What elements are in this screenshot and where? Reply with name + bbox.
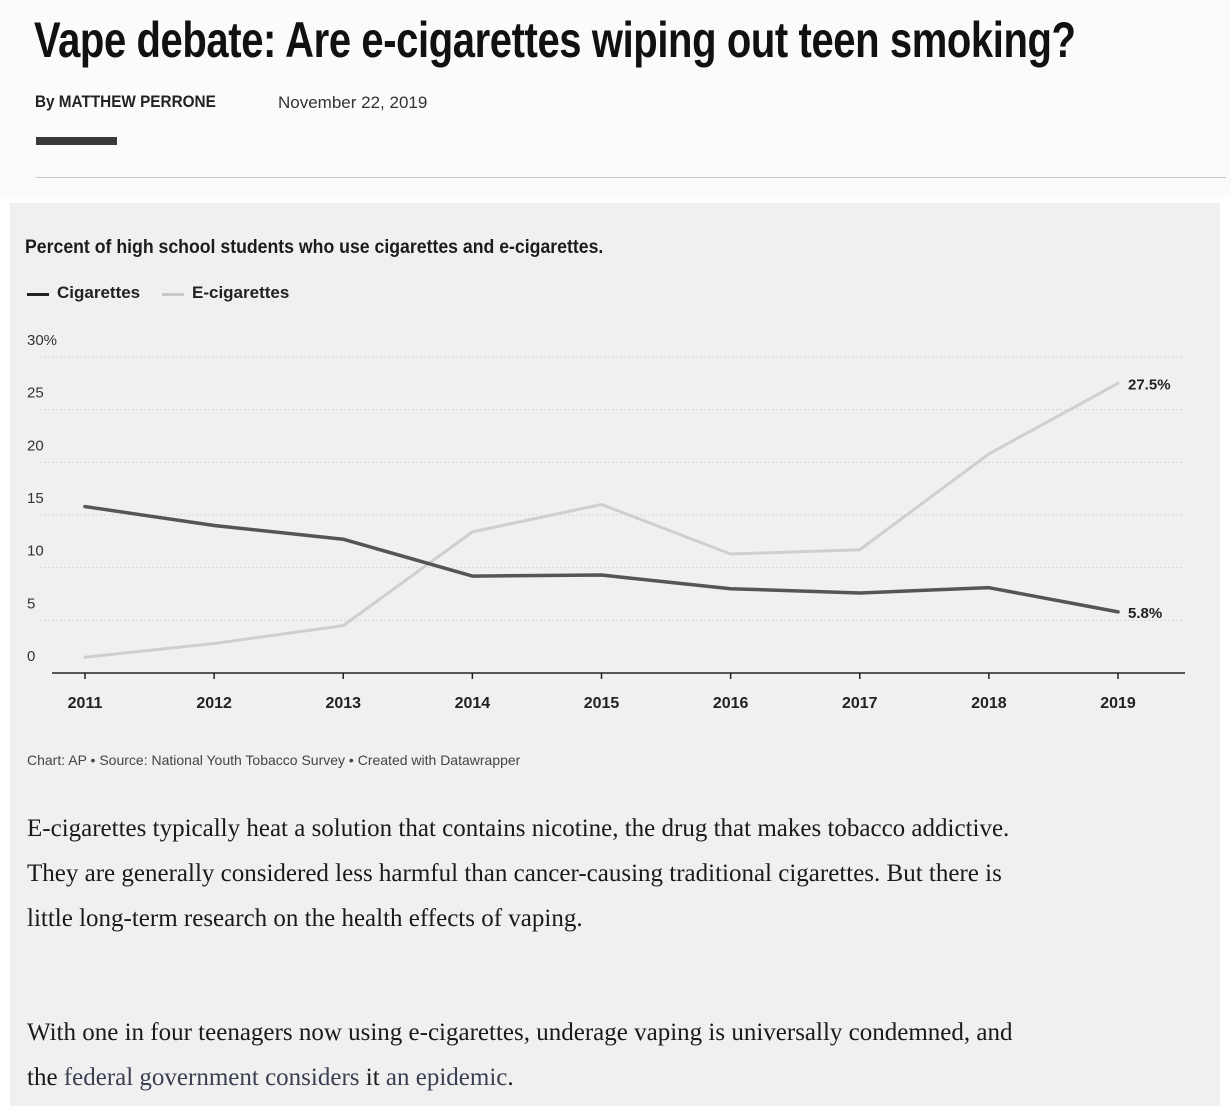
- y-tick-label: 5: [27, 595, 35, 612]
- article-header: Vape debate: Are e-cigarettes wiping out…: [0, 0, 1231, 198]
- x-tick-label: 2018: [971, 695, 1007, 712]
- legend-label-e-cigarettes: E-cigarettes: [192, 283, 290, 302]
- x-tick-label: 2014: [455, 695, 491, 712]
- end-label-cigarettes: 5.8%: [1128, 605, 1162, 622]
- accent-bar: [36, 137, 117, 145]
- paragraph-2-start: With one in four teenagers now using e-c…: [27, 1019, 1013, 1091]
- series-line-cigarettes: [83, 504, 1120, 614]
- y-tick-label: 10: [27, 543, 44, 560]
- y-tick-label: 20: [27, 437, 44, 454]
- legend-swatch-e-cigarettes: [162, 293, 184, 296]
- chart-card: [10, 203, 1220, 1106]
- x-tick-label: 2017: [842, 695, 878, 712]
- x-tick-label: 2016: [713, 695, 749, 712]
- y-tick-label: 0: [27, 648, 35, 665]
- x-tick-label: 2013: [325, 695, 361, 712]
- legend-swatch-cigarettes: [27, 293, 49, 296]
- divider: [36, 177, 1226, 178]
- body-paragraph-1: E-cigarettes typically heat a solution t…: [27, 815, 1010, 932]
- y-tick-label: 25: [27, 385, 44, 402]
- x-tick-label: 2015: [584, 695, 620, 712]
- epidemic-link[interactable]: an epidemic: [385, 1064, 508, 1091]
- publish-date: November 22, 2019: [278, 93, 428, 112]
- end-label-e-cigarettes: 27.5%: [1128, 376, 1171, 393]
- x-tick-label: 2019: [1100, 695, 1136, 712]
- x-tick-label: 2011: [68, 695, 103, 712]
- x-tick-label: 2012: [196, 695, 232, 712]
- y-tick-label: 30%: [27, 332, 57, 349]
- y-tick-label: 15: [27, 490, 44, 507]
- headline: Vape debate: Are e-cigarettes wiping out…: [34, 12, 1076, 68]
- chart-source-note: Chart: AP • Source: National Youth Tobac…: [27, 752, 521, 768]
- paragraph-2-mid: it: [359, 1064, 386, 1091]
- chart-title: Percent of high school students who use …: [25, 237, 604, 258]
- body-paragraph-2: With one in four teenagers now using e-c…: [27, 1010, 1027, 1100]
- byline[interactable]: By MATTHEW PERRONE: [35, 92, 216, 111]
- legend-label-cigarettes: Cigarettes: [57, 283, 141, 302]
- series-line-e-cigarettes: [83, 381, 1120, 659]
- paragraph-2-end: .: [507, 1064, 514, 1091]
- federal-government-link[interactable]: federal government considers: [63, 1064, 360, 1091]
